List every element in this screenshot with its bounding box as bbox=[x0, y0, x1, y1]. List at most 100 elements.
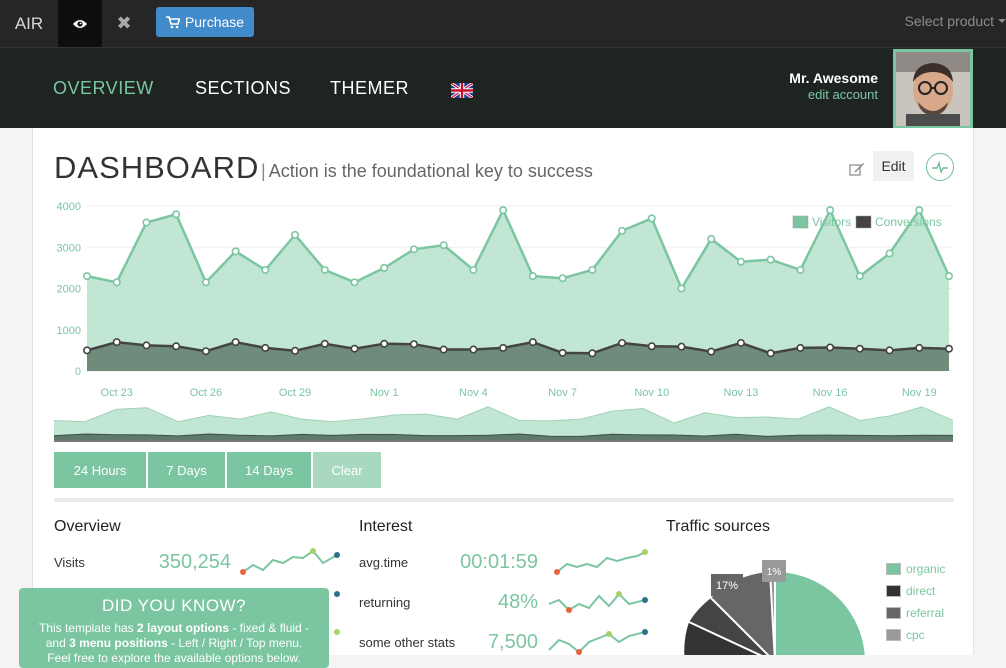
data-point bbox=[262, 267, 268, 273]
purchase-button[interactable]: Purchase bbox=[156, 7, 254, 37]
other-stats-label: some other stats bbox=[359, 635, 455, 650]
traffic-pie-chart: 17% 1% bbox=[673, 552, 873, 655]
dashboard-panel: DASHBOARD Action is the foundational key… bbox=[32, 128, 974, 655]
data-point bbox=[440, 242, 446, 248]
range-24-hours-button[interactable]: 24 Hours bbox=[54, 452, 146, 488]
nav-item-sections[interactable]: SECTIONS bbox=[195, 78, 291, 99]
y-tick-label: 2000 bbox=[57, 284, 81, 296]
x-tick-label: Nov 19 bbox=[902, 387, 937, 399]
purchase-label: Purchase bbox=[185, 14, 244, 30]
x-tick-label: Nov 7 bbox=[548, 387, 577, 399]
pie-slice-organic bbox=[775, 572, 865, 655]
nav-item-overview[interactable]: OVERVIEW bbox=[53, 78, 154, 99]
visits-value: 350,254 bbox=[133, 551, 231, 574]
data-point bbox=[827, 344, 833, 350]
data-point bbox=[649, 215, 655, 221]
data-point bbox=[589, 350, 595, 356]
data-point bbox=[381, 341, 387, 347]
x-tick-label: Nov 13 bbox=[724, 387, 759, 399]
section-divider bbox=[54, 498, 954, 502]
traffic-title: Traffic sources bbox=[666, 518, 770, 536]
caret-down-icon bbox=[998, 19, 1006, 23]
did-you-know-title: DID YOU KNOW? bbox=[19, 596, 329, 616]
data-point bbox=[203, 279, 209, 285]
range-7-days-button[interactable]: 7 Days bbox=[148, 452, 225, 488]
data-point bbox=[589, 267, 595, 273]
data-point bbox=[767, 256, 773, 262]
user-photo-icon bbox=[896, 52, 970, 126]
returning-value: 48% bbox=[443, 591, 538, 614]
data-point bbox=[292, 232, 298, 238]
range-clear-button[interactable]: Clear bbox=[313, 452, 381, 488]
data-point bbox=[114, 279, 120, 285]
main-nav: OVERVIEW SECTIONS THEMER Mr. Awesome edi… bbox=[0, 47, 1006, 128]
data-point bbox=[351, 279, 357, 285]
legend-swatch bbox=[793, 216, 808, 228]
data-point bbox=[916, 207, 922, 213]
data-point bbox=[946, 273, 952, 279]
returning-sparkline bbox=[545, 586, 649, 618]
data-point bbox=[559, 275, 565, 281]
data-point bbox=[916, 345, 922, 351]
visits-sparkline bbox=[239, 546, 343, 578]
did-you-know-text: This template has 2 layout options - fix… bbox=[31, 621, 317, 666]
pie-label-cpc: 1% bbox=[767, 567, 782, 578]
data-point bbox=[322, 341, 328, 347]
data-point bbox=[232, 248, 238, 254]
close-icon: ✖ bbox=[116, 13, 131, 34]
legend-label: Conversions bbox=[875, 215, 942, 229]
overview-title: Overview bbox=[54, 518, 121, 536]
data-point bbox=[738, 258, 744, 264]
legend-cpc: cpc bbox=[886, 628, 925, 642]
avatar[interactable] bbox=[893, 49, 973, 129]
data-point bbox=[411, 246, 417, 252]
data-point bbox=[559, 350, 565, 356]
legend-swatch bbox=[856, 216, 871, 228]
user-name: Mr. Awesome bbox=[789, 70, 878, 86]
y-tick-label: 0 bbox=[75, 366, 81, 378]
data-point bbox=[470, 346, 476, 352]
data-point bbox=[797, 267, 803, 273]
y-tick-label: 3000 bbox=[57, 242, 81, 254]
x-tick-label: Nov 10 bbox=[634, 387, 669, 399]
data-point bbox=[500, 345, 506, 351]
data-point bbox=[173, 211, 179, 217]
data-point bbox=[203, 348, 209, 354]
data-point bbox=[619, 228, 625, 234]
select-product-dropdown[interactable]: Select product bbox=[905, 13, 1006, 29]
data-point bbox=[857, 273, 863, 279]
data-point bbox=[114, 339, 120, 345]
close-button[interactable]: ✖ bbox=[104, 0, 144, 47]
data-point bbox=[619, 340, 625, 346]
data-point bbox=[470, 267, 476, 273]
data-point bbox=[351, 346, 357, 352]
did-you-know-box: DID YOU KNOW? This template has 2 layout… bbox=[19, 588, 329, 668]
brand-logo[interactable]: AIR bbox=[0, 0, 58, 47]
data-point bbox=[886, 250, 892, 256]
data-point bbox=[886, 347, 892, 353]
data-point bbox=[411, 341, 417, 347]
range-14-days-button[interactable]: 14 Days bbox=[227, 452, 311, 488]
nav-item-themer[interactable]: THEMER bbox=[330, 78, 409, 99]
interest-title: Interest bbox=[359, 518, 412, 536]
x-tick-label: Oct 26 bbox=[190, 387, 222, 399]
x-tick-label: Nov 4 bbox=[459, 387, 488, 399]
data-point bbox=[292, 348, 298, 354]
data-point bbox=[173, 343, 179, 349]
preview-button[interactable] bbox=[58, 0, 102, 47]
y-tick-label: 1000 bbox=[57, 325, 81, 337]
data-point bbox=[143, 342, 149, 348]
data-point bbox=[322, 267, 328, 273]
data-point bbox=[232, 339, 238, 345]
data-point bbox=[738, 340, 744, 346]
data-point bbox=[530, 339, 536, 345]
legend-organic: organic bbox=[886, 562, 945, 576]
data-point bbox=[500, 207, 506, 213]
edit-account-link[interactable]: edit account bbox=[808, 87, 878, 102]
other-stats-value: 7,500 bbox=[443, 631, 538, 654]
data-point bbox=[767, 350, 773, 356]
data-point bbox=[827, 207, 833, 213]
visits-label: Visits bbox=[54, 555, 85, 570]
uk-flag-icon[interactable] bbox=[451, 83, 473, 98]
